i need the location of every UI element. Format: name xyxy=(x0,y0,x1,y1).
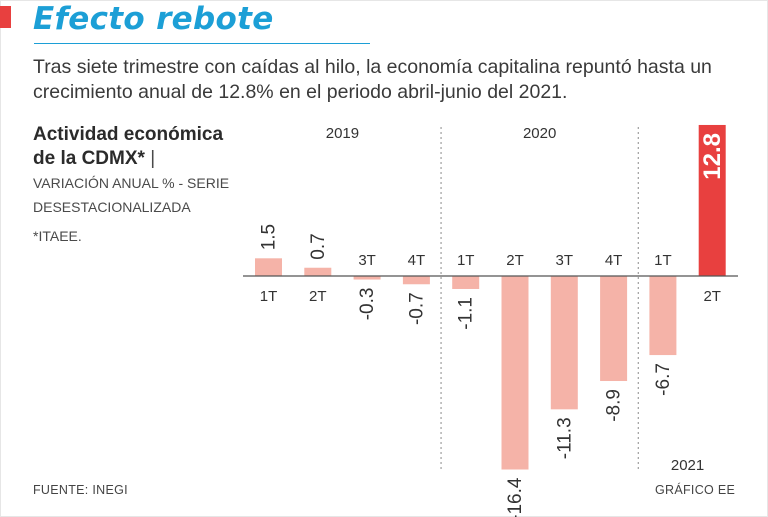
quarter-label: 2T xyxy=(703,288,721,305)
value-label: -16.4 xyxy=(505,477,526,517)
credit-text: GRÁFICO EE xyxy=(655,483,736,497)
subtitle: Tras siete trimestre con caídas al hilo,… xyxy=(33,56,712,103)
year-label: 2019 xyxy=(326,125,359,142)
year-label: 2020 xyxy=(523,125,556,142)
quarter-label: 4T xyxy=(605,252,623,269)
bar xyxy=(353,276,381,280)
bar xyxy=(649,276,677,356)
chart-title-block: Actividad económica de la CDMX* | VARIAC… xyxy=(33,123,233,248)
chart-title: Actividad económica de la CDMX* xyxy=(33,124,224,169)
value-label: -1.1 xyxy=(456,297,477,330)
quarter-label: 2T xyxy=(506,252,524,269)
bar xyxy=(550,276,578,410)
quarter-label: 1T xyxy=(654,252,672,269)
value-label: 0.7 xyxy=(308,233,329,259)
bar xyxy=(501,276,529,470)
value-label: -6.7 xyxy=(653,363,674,396)
quarter-label: 3T xyxy=(358,252,376,269)
bar xyxy=(698,124,726,277)
chart-note: *ITAEE. xyxy=(33,228,82,244)
bar xyxy=(402,276,430,285)
quarter-label: 2T xyxy=(309,288,327,305)
chart-unit: VARIACIÓN ANUAL % - SERIE DESESTACIONALI… xyxy=(33,175,230,215)
source-text: FUENTE: INEGI xyxy=(33,483,128,497)
value-label: -8.9 xyxy=(604,389,625,422)
bar xyxy=(255,258,282,276)
value-label: -11.3 xyxy=(554,417,575,459)
quarter-label: 1T xyxy=(457,252,475,269)
quarter-label: 1T xyxy=(260,288,278,305)
title-underline xyxy=(34,43,370,44)
title-separator: | xyxy=(150,148,156,169)
page-title: Efecto rebote xyxy=(33,1,274,37)
bar xyxy=(304,267,332,276)
bar xyxy=(600,276,628,382)
value-label: 12.8 xyxy=(699,133,726,180)
value-label: 1.5 xyxy=(259,224,280,250)
quarter-label: 4T xyxy=(408,252,426,269)
accent-tab xyxy=(0,6,11,28)
value-label: -0.3 xyxy=(357,288,378,321)
bar xyxy=(452,276,480,289)
quarter-label: 3T xyxy=(556,252,574,269)
value-label: -0.7 xyxy=(406,292,427,325)
year-label: 2021 xyxy=(671,457,704,474)
